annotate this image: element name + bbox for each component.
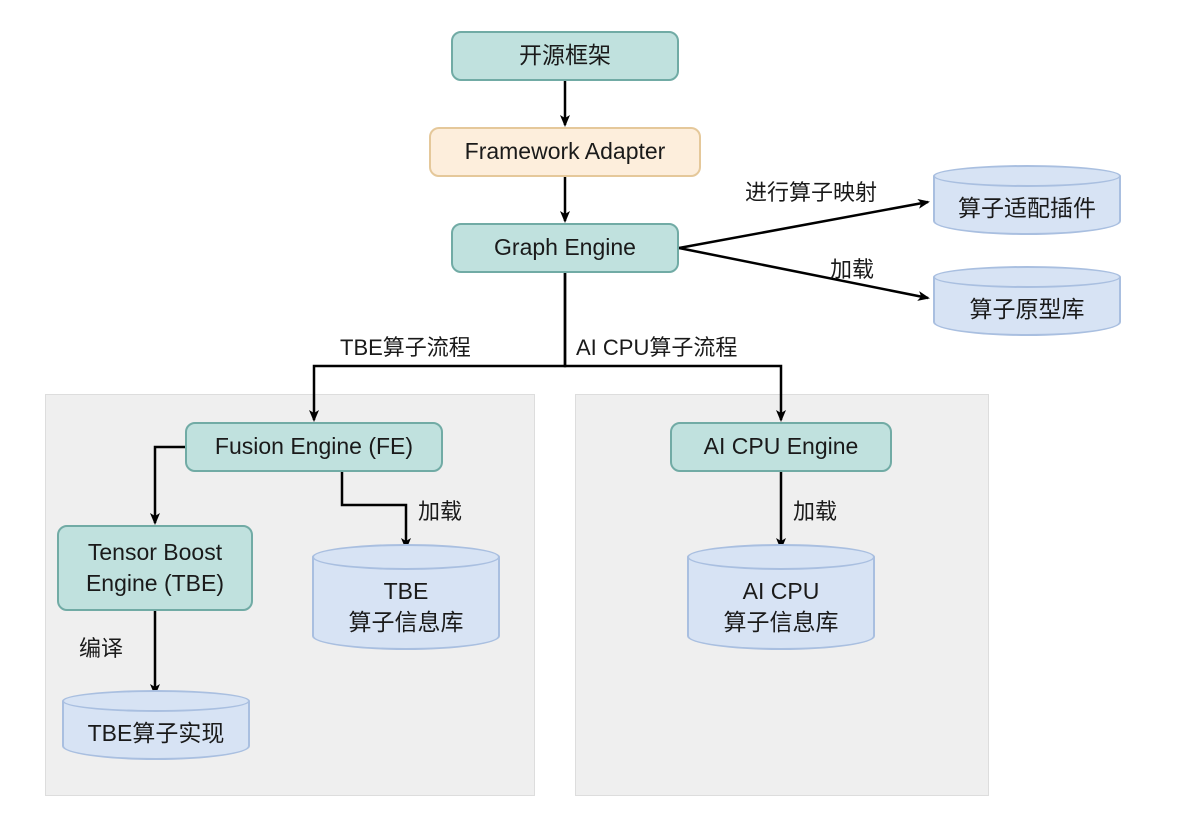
node-aicpuengine-label: AI CPU Engine — [704, 431, 859, 462]
node-opensource-label: 开源框架 — [519, 40, 611, 71]
node-protocyl: 算子原型库 — [933, 266, 1121, 336]
edge-e3 — [679, 202, 928, 248]
node-adapter-label: Framework Adapter — [465, 136, 666, 167]
node-tbeimplcyl: TBE算子实现 — [62, 690, 250, 760]
node-graphengine: Graph Engine — [451, 223, 679, 273]
edge-label-e5: TBE算子流程 — [340, 330, 471, 362]
edge-label-e10: 编译 — [79, 631, 123, 663]
node-aicpuengine: AI CPU Engine — [670, 422, 892, 472]
node-aicpuinfocyl: AI CPU 算子信息库 — [687, 544, 875, 650]
edge-label-e3: 进行算子映射 — [745, 175, 877, 207]
edge-label-e4: 加载 — [830, 252, 874, 284]
node-tbeimplcyl-label: TBE算子实现 — [88, 718, 225, 749]
node-adapter: Framework Adapter — [429, 127, 701, 177]
diagram-canvas: 开源框架 Framework Adapter Graph Engine Fusi… — [0, 0, 1193, 826]
node-tbeengine-label: Tensor Boost Engine (TBE) — [67, 537, 243, 599]
edge-e4 — [679, 248, 928, 298]
edge-label-e6: AI CPU算子流程 — [576, 330, 737, 362]
node-aicpuinfocyl-label: AI CPU 算子信息库 — [724, 576, 839, 638]
node-tbeinfocyl-label: TBE 算子信息库 — [349, 576, 464, 638]
edge-label-e8: 加载 — [418, 494, 462, 526]
node-opensource: 开源框架 — [451, 31, 679, 81]
node-plugincyl-label: 算子适配插件 — [958, 193, 1096, 224]
node-protocyl-label: 算子原型库 — [970, 294, 1085, 325]
node-tbeinfocyl: TBE 算子信息库 — [312, 544, 500, 650]
node-plugincyl: 算子适配插件 — [933, 165, 1121, 235]
node-tbeengine: Tensor Boost Engine (TBE) — [57, 525, 253, 611]
node-fusionengine-label: Fusion Engine (FE) — [215, 431, 413, 462]
node-graphengine-label: Graph Engine — [494, 232, 636, 263]
node-fusionengine: Fusion Engine (FE) — [185, 422, 443, 472]
edge-label-e9: 加载 — [793, 494, 837, 526]
